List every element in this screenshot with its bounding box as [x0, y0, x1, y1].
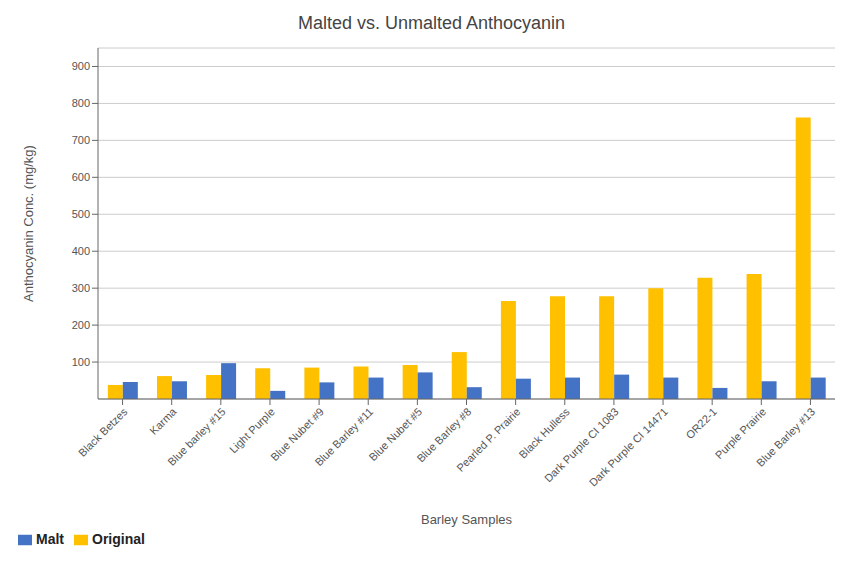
- svg-text:Blue Nubet #9: Blue Nubet #9: [268, 405, 326, 464]
- svg-text:Dark Purple CI 1083: Dark Purple CI 1083: [541, 405, 621, 485]
- svg-text:Purple Prairie: Purple Prairie: [713, 405, 769, 461]
- svg-text:Blue Barley #8: Blue Barley #8: [414, 405, 474, 465]
- svg-text:Blue barley #15: Blue barley #15: [165, 405, 228, 468]
- svg-text:400: 400: [72, 245, 90, 257]
- svg-text:Blue Barley #13: Blue Barley #13: [754, 405, 817, 468]
- svg-text:Pearled P. Prairie: Pearled P. Prairie: [454, 405, 522, 473]
- svg-text:OR22-1: OR22-1: [683, 405, 719, 441]
- html-text:Original: Original: [92, 531, 145, 547]
- svg-text:700: 700: [72, 134, 90, 146]
- svg-text:Blue Nubet #5: Blue Nubet #5: [366, 405, 425, 464]
- svg-text:Dark Purple CI 14471: Dark Purple CI 14471: [587, 405, 670, 488]
- svg-text:Black Betzes: Black Betzes: [76, 405, 130, 459]
- svg-text:Light Purple: Light Purple: [227, 405, 277, 455]
- svg-text:100: 100: [72, 356, 90, 368]
- svg-text:300: 300: [72, 282, 90, 294]
- html-text:Malt: Malt: [36, 531, 64, 547]
- svg-text:Anthocyanin Conc. (mg/kg): Anthocyanin Conc. (mg/kg): [21, 145, 36, 302]
- svg-text:Karma: Karma: [147, 405, 179, 437]
- svg-text:500: 500: [72, 208, 90, 220]
- svg-text:Black Hulless: Black Hulless: [517, 405, 573, 461]
- svg-text:900: 900: [72, 60, 90, 72]
- svg-text:Barley Samples: Barley Samples: [421, 512, 513, 527]
- svg-text:200: 200: [72, 319, 90, 331]
- svg-text:600: 600: [72, 171, 90, 183]
- svg-text:Blue Barley #11: Blue Barley #11: [312, 405, 375, 468]
- html-text:Malted vs. Unmalted Anthocyani: Malted vs. Unmalted Anthocyanin: [297, 13, 566, 33]
- svg-text:800: 800: [72, 97, 90, 109]
